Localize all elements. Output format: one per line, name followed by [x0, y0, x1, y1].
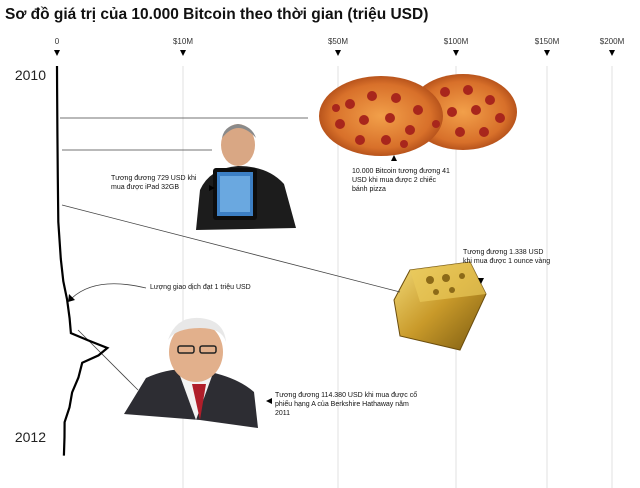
gold-arrow: [478, 278, 484, 284]
x-tick-label: $50M: [328, 37, 348, 46]
annotation-pizza: 10.000 Bitcoin tương đương 41 USD khi mu…: [352, 168, 450, 193]
annotation-volume: Lượng giao dịch đạt 1 triệu USD: [150, 284, 251, 291]
x-tick-label: $150M: [535, 37, 560, 46]
x-axis: 0 $10M $50M $100M $150M $200M: [54, 37, 625, 56]
berkshire-image: [124, 317, 258, 428]
annotation-gold: Tương đương 1.338 USD khi mua được 1 oun…: [463, 249, 551, 265]
volume-leader-line: [71, 283, 147, 299]
x-tick-marker: [54, 50, 60, 56]
ipad-arrow: [209, 185, 215, 191]
x-tick-label: $10M: [173, 37, 193, 46]
bitcoin-value-line: [55, 65, 110, 456]
x-tick-marker: [335, 50, 341, 56]
x-tick-marker: [544, 50, 550, 56]
ipad-image: [196, 124, 296, 230]
x-tick-marker: [609, 50, 615, 56]
volume-arrow: [68, 294, 75, 302]
annotation-lines: [60, 117, 484, 404]
gold-leader-line: [61, 204, 401, 293]
x-tick-label: $100M: [444, 37, 469, 46]
annotation-ipad: Tương đương 729 USD khi mua được iPad 32…: [111, 175, 197, 191]
annotation-berkshire: Tương đương 114.380 USD khi mua được cổ …: [275, 392, 418, 417]
y-tick-label: 2012: [15, 429, 46, 445]
pizza-image: [319, 74, 517, 156]
chart-title: Sơ đồ giá trị của 10.000 Bitcoin theo th…: [5, 6, 429, 23]
pizza-arrow: [391, 155, 397, 161]
y-tick-label: 2010: [15, 67, 46, 83]
x-tick-label: 0: [55, 37, 60, 46]
gold-bar-image: [393, 261, 487, 351]
x-tick-marker: [453, 50, 459, 56]
berkshire-arrow: [266, 398, 272, 404]
x-tick-marker: [180, 50, 186, 56]
y-axis: 2010 2012: [15, 67, 46, 445]
x-tick-label: $200M: [600, 37, 625, 46]
